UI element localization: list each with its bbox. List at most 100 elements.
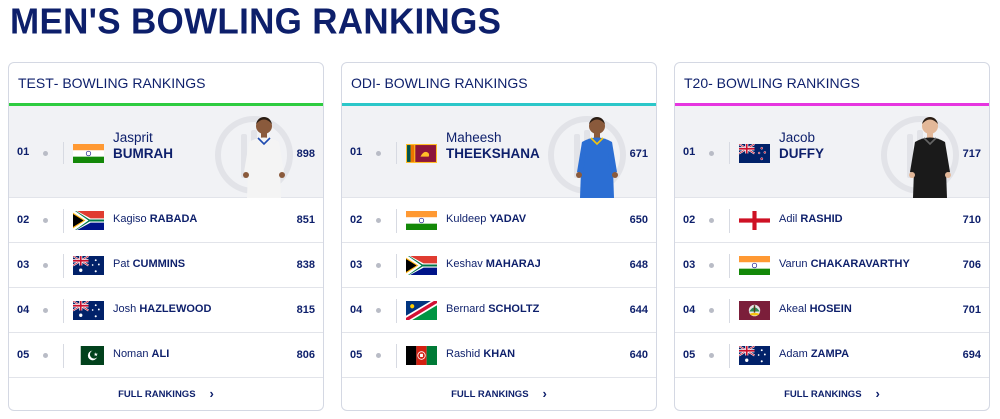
player-name[interactable]: Rashid KHAN	[446, 348, 515, 360]
status-dot	[43, 218, 48, 223]
rank-number: 03	[350, 259, 363, 271]
full-rankings-link[interactable]: FULL RANKINGS ›	[9, 378, 323, 410]
rank-number: 03	[683, 259, 696, 271]
player-name[interactable]: Kagiso RABADA	[113, 213, 197, 225]
player-first-name: Maheesh	[446, 130, 502, 145]
rank-number: 01	[17, 146, 30, 158]
player-name[interactable]: Kuldeep YADAV	[446, 213, 526, 225]
namibia-flag-icon	[406, 301, 437, 320]
player-photo	[907, 112, 953, 198]
south-africa-flag-icon	[406, 256, 437, 275]
divider	[63, 209, 64, 233]
ranking-row[interactable]: 04 Bernard SCHOLTZ 644	[342, 288, 656, 333]
player-name[interactable]: Adil RASHID	[779, 213, 843, 225]
india-flag-icon	[73, 144, 104, 163]
panel-title: - BOWLING RANKINGS	[708, 75, 860, 91]
panel-accent-bar	[675, 103, 989, 106]
rating-points: 671	[629, 148, 648, 160]
player-name[interactable]: Adam ZAMPA	[779, 348, 849, 360]
ranking-row[interactable]: 05 Adam ZAMPA 694	[675, 333, 989, 378]
format-label: T20	[684, 75, 709, 91]
player-name[interactable]: Varun CHAKARAVARTHY	[779, 258, 910, 270]
status-dot	[43, 308, 48, 313]
player-last-name: BUMRAH	[113, 146, 173, 161]
player-first-name: Varun	[779, 258, 808, 270]
divider	[63, 254, 64, 278]
player-last-name: ALI	[151, 348, 170, 360]
status-dot	[376, 308, 381, 313]
player-last-name: YADAV	[489, 213, 527, 225]
divider	[396, 299, 397, 323]
sri-lanka-flag-icon	[406, 144, 437, 163]
divider	[396, 254, 397, 278]
status-dot	[43, 263, 48, 268]
status-dot	[709, 263, 714, 268]
player-last-name: MAHARAJ	[485, 258, 541, 270]
player-name[interactable]: Bernard SCHOLTZ	[446, 303, 539, 315]
odi-rankings-panel: ODI - BOWLING RANKINGS 01 Maheesh THEEKSHAN…	[341, 62, 657, 411]
divider	[396, 209, 397, 233]
ranking-row[interactable]: 02 Adil RASHID 710	[675, 198, 989, 243]
ranking-row[interactable]: 02 Kagiso RABADA 851	[9, 198, 323, 243]
player-last-name: RABADA	[149, 213, 198, 225]
player-name[interactable]: Noman ALI	[113, 348, 169, 360]
rank-number: 02	[350, 214, 363, 226]
rating-points: 701	[962, 304, 981, 316]
west-indies-flag-icon	[739, 301, 770, 320]
top-ranked-row[interactable]: 01 Jasprit BUMRAH 898	[9, 106, 323, 198]
top-ranked-row[interactable]: 01 Jacob DUFFY 717	[675, 106, 989, 198]
player-name[interactable]: Keshav MAHARAJ	[446, 258, 541, 270]
divider	[63, 299, 64, 323]
ranking-row[interactable]: 05 Noman ALI 806	[9, 333, 323, 378]
status-dot	[709, 218, 714, 223]
england-flag-icon	[739, 211, 770, 230]
player-name[interactable]: Maheesh THEEKSHANA	[446, 130, 540, 162]
rank-number: 05	[17, 349, 30, 361]
india-flag-icon	[739, 256, 770, 275]
player-name[interactable]: Jacob DUFFY	[779, 130, 824, 162]
ranking-row[interactable]: 04 Josh HAZLEWOOD 815	[9, 288, 323, 333]
top-ranked-row[interactable]: 01 Maheesh THEEKSHANA 671	[342, 106, 656, 198]
pakistan-flag-icon	[73, 346, 104, 365]
player-first-name: Adil	[779, 213, 798, 225]
divider	[63, 344, 64, 368]
ranking-row[interactable]: 03 Keshav MAHARAJ 648	[342, 243, 656, 288]
player-first-name: Bernard	[446, 303, 486, 315]
panel-accent-bar	[342, 103, 656, 106]
rating-points: 640	[629, 349, 648, 361]
rating-points: 815	[296, 304, 315, 316]
status-dot	[376, 151, 381, 156]
panel-accent-bar	[9, 103, 323, 106]
player-last-name: THEEKSHANA	[446, 146, 540, 161]
player-name[interactable]: Akeal HOSEIN	[779, 303, 852, 315]
ranking-row[interactable]: 04 Akeal HOSEIN 701	[675, 288, 989, 333]
t20-rankings-panel: T20 - BOWLING RANKINGS 01 Jacob DUFFY 717 02 A…	[674, 62, 990, 411]
status-dot	[376, 263, 381, 268]
afghanistan-flag-icon	[406, 346, 437, 365]
rank-number: 01	[683, 146, 696, 158]
rating-points: 898	[296, 148, 315, 160]
ranking-row[interactable]: 03 Varun CHAKARAVARTHY 706	[675, 243, 989, 288]
rank-number: 05	[683, 349, 696, 361]
panel-header: T20 - BOWLING RANKINGS	[675, 63, 989, 103]
full-rankings-link[interactable]: FULL RANKINGS ›	[675, 378, 989, 410]
rank-number: 02	[683, 214, 696, 226]
rank-number: 04	[683, 304, 696, 316]
ranking-row[interactable]: 03 Pat CUMMINS 838	[9, 243, 323, 288]
ranking-row[interactable]: 05 Rashid KHAN 640	[342, 333, 656, 378]
rating-points: 710	[962, 214, 981, 226]
status-dot	[376, 353, 381, 358]
rating-points: 806	[296, 349, 315, 361]
player-photo	[574, 112, 620, 198]
full-rankings-link[interactable]: FULL RANKINGS ›	[342, 378, 656, 410]
chevron-right-icon: ›	[875, 386, 880, 401]
player-last-name: CUMMINS	[132, 258, 186, 270]
player-name[interactable]: Pat CUMMINS	[113, 258, 185, 270]
status-dot	[709, 353, 714, 358]
player-name[interactable]: Josh HAZLEWOOD	[113, 303, 211, 315]
player-name[interactable]: Jasprit BUMRAH	[113, 130, 173, 162]
status-dot	[43, 151, 48, 156]
ranking-row[interactable]: 02 Kuldeep YADAV 650	[342, 198, 656, 243]
player-last-name: ZAMPA	[810, 348, 850, 360]
rank-number: 02	[17, 214, 30, 226]
